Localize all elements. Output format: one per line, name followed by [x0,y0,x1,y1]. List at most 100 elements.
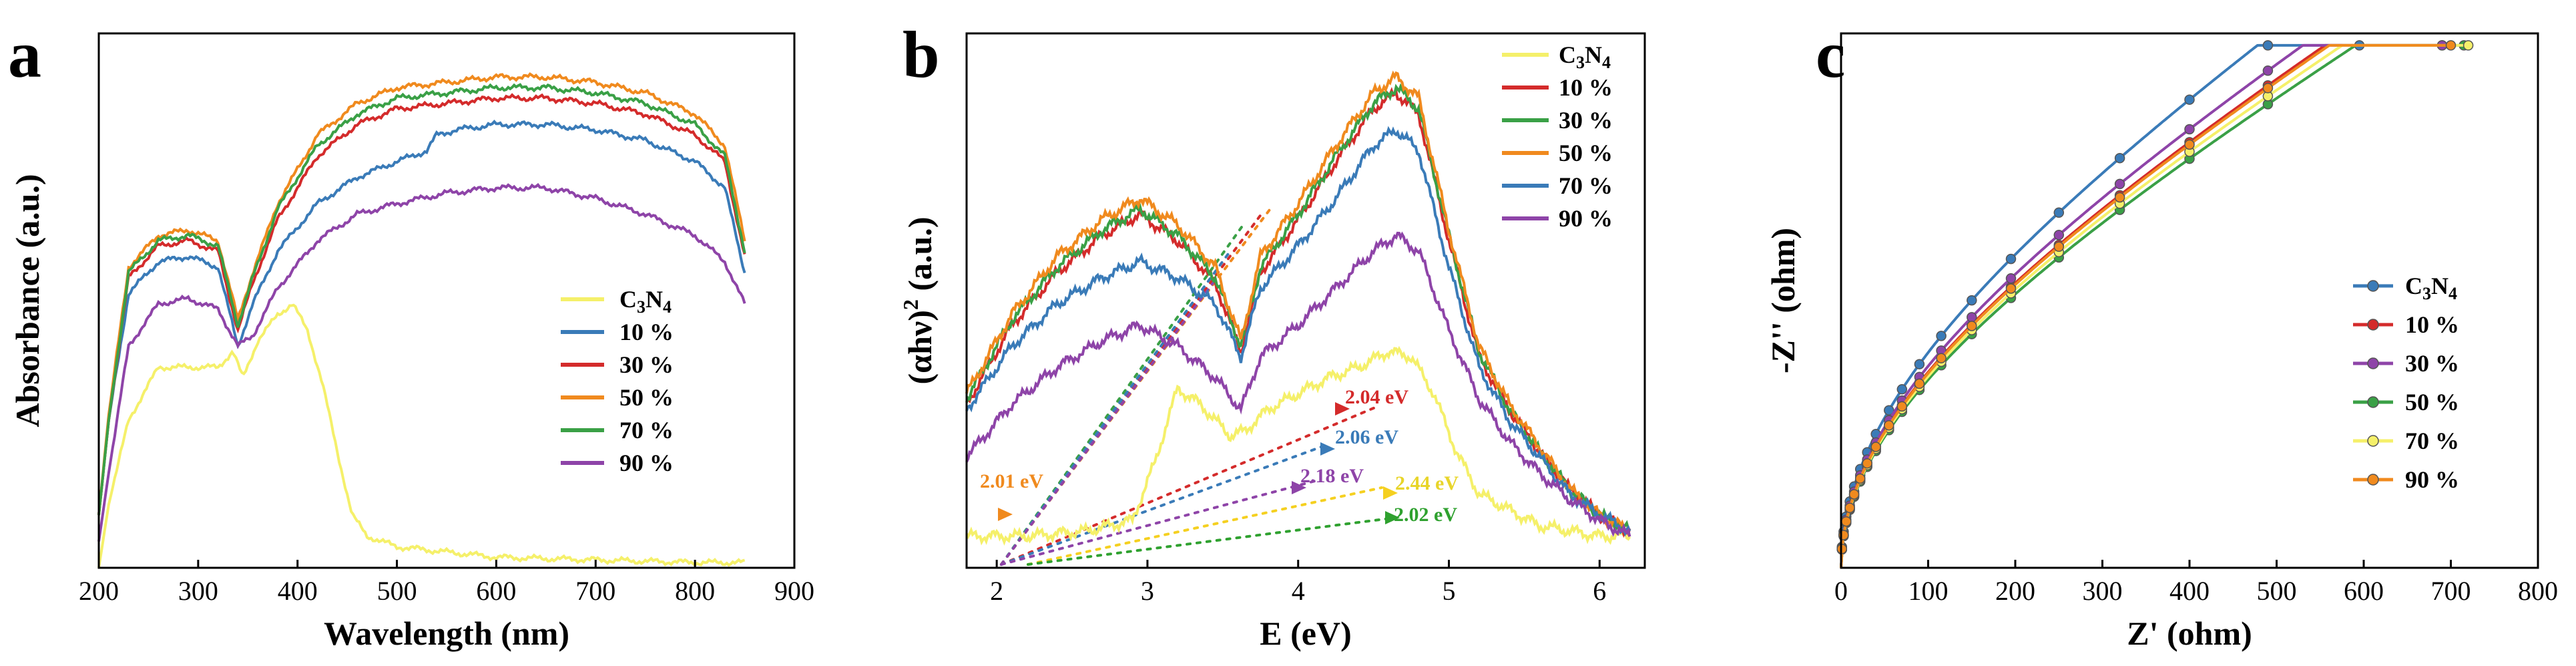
legend-label-part: 4 [2449,284,2457,303]
legend-label-part: N [1585,41,1602,68]
legend-label: 50 % [1559,140,1613,166]
legend-label: 10 % [2405,311,2459,338]
panel-c-legend: C3N4 10 % 30 % 50 % 70 % 90 % [2353,273,2459,493]
series-line [1840,43,2442,568]
series-marker [1854,473,1866,484]
series-marker [2114,178,2125,190]
bandgap-annotation: 2.01 eV [980,470,1043,492]
series-marker [2184,94,2195,105]
x-tick-label: 600 [476,576,516,606]
series-line [965,231,1631,537]
annotation-arrow-icon [1335,402,1350,415]
legend-marker [2367,280,2379,292]
panel-b-ylabel-sup: 2 [898,299,923,310]
panel-c-ylabel: -Z'' (ohm) [1764,228,1802,373]
series-line [97,93,746,516]
panel-b-letter: b [903,17,940,92]
series-marker [2463,40,2474,51]
series-marker [2005,273,2017,284]
x-tick-label: 6 [1593,576,1606,606]
x-tick-label: 300 [178,576,218,606]
legend-label: 90 % [2405,466,2459,493]
legend-label: 30 % [2405,350,2459,377]
series-marker [2005,283,2017,294]
x-tick-label: 800 [2518,576,2558,606]
x-tick-label: 300 [2083,576,2123,606]
series-marker [1936,353,1947,363]
series-marker [2184,124,2195,135]
panel-b-xlabel: E (eV) [1260,615,1351,652]
x-tick-label: 900 [774,576,814,606]
legend-label: 70 % [2405,428,2459,454]
panel-a-lines [97,72,746,568]
panel-a-frame [97,32,796,569]
series-marker [2053,241,2065,253]
series-marker [1967,295,1977,306]
series-line [1840,43,2469,568]
series-marker [2262,65,2274,76]
bandgap-annotation: 2.06 eV [1335,426,1398,448]
legend-label: 30 % [1559,107,1613,134]
bandgap-extrapolation-line [1000,443,1330,566]
legend-label-part: N [2431,273,2449,299]
series-marker [2262,40,2274,51]
annotation-arrow-icon [1320,442,1335,456]
series-marker [1862,458,1872,469]
x-tick-label: 700 [575,576,615,606]
bandgap-annotation: 2.44 eV [1395,472,1459,494]
x-tick-label: 4 [1292,576,1305,606]
panel-b-ylabel: (αhν)2 (a.u.) [898,217,939,385]
legend-label: 90 % [1559,205,1613,232]
series-marker [1914,359,1925,369]
series-line [965,70,1631,538]
legend-label: 70 % [619,417,674,444]
panel-c-lines [1836,40,2474,568]
series-marker [1936,331,1947,341]
series-marker [1884,405,1894,415]
panel-c-x-ticks: 0 100 200 300 400 500 600 700 800 [1834,560,2558,606]
annotation-arrow-icon [1385,511,1400,524]
series-marker [2005,253,2017,265]
x-tick-label: 700 [2431,576,2471,606]
legend-label: 50 % [619,384,674,411]
series-marker [1896,384,1908,395]
series-marker [2184,139,2195,150]
x-tick-label: 200 [79,576,119,606]
x-tick-label: 100 [1908,576,1949,606]
series-line [97,182,746,542]
x-tick-label: 0 [1834,576,1848,606]
series-marker [1967,312,1977,323]
legend-marker [2367,357,2379,369]
legend-label-part: N [646,286,663,313]
legend-label: C3N4 [1559,41,1611,72]
annotation-arrow-icon [1383,486,1398,500]
panel-b-annotations: 2.01 eV 2.04 eV 2.06 eV 2.18 eV 2.44 eV 2.02 … [980,386,1459,526]
series-line [1840,43,2451,568]
series-line [97,72,746,516]
legend-label-part: 3 [637,297,646,317]
x-tick-label: 500 [2257,576,2297,606]
panel-b-x-ticks: 2 3 4 5 6 [990,560,1606,606]
panel-a-letter: a [8,17,41,92]
x-tick-label: 5 [1442,576,1455,606]
panel-b-ylabel-tail: (a.u.) [901,217,939,300]
bandgap-extrapolation-line [1027,516,1396,566]
bandgap-extrapolation-line [1027,486,1383,566]
x-tick-label: 600 [2344,576,2384,606]
panel-b-ylabel-main: (αhν) [901,310,939,384]
legend-label: 90 % [619,450,674,476]
legend-label: C3N4 [619,286,672,317]
bandgap-extrapolation-line [1000,279,1216,566]
series-marker [1884,420,1894,431]
x-tick-label: 800 [675,576,715,606]
series-marker [1967,321,1977,331]
series-line [1840,43,2442,568]
series-marker [2445,40,2457,51]
x-tick-label: 2 [990,576,1003,606]
x-tick-label: 400 [2169,576,2210,606]
x-tick-label: 200 [1995,576,2035,606]
legend-label: 30 % [619,351,674,378]
series-marker [1844,502,1855,514]
